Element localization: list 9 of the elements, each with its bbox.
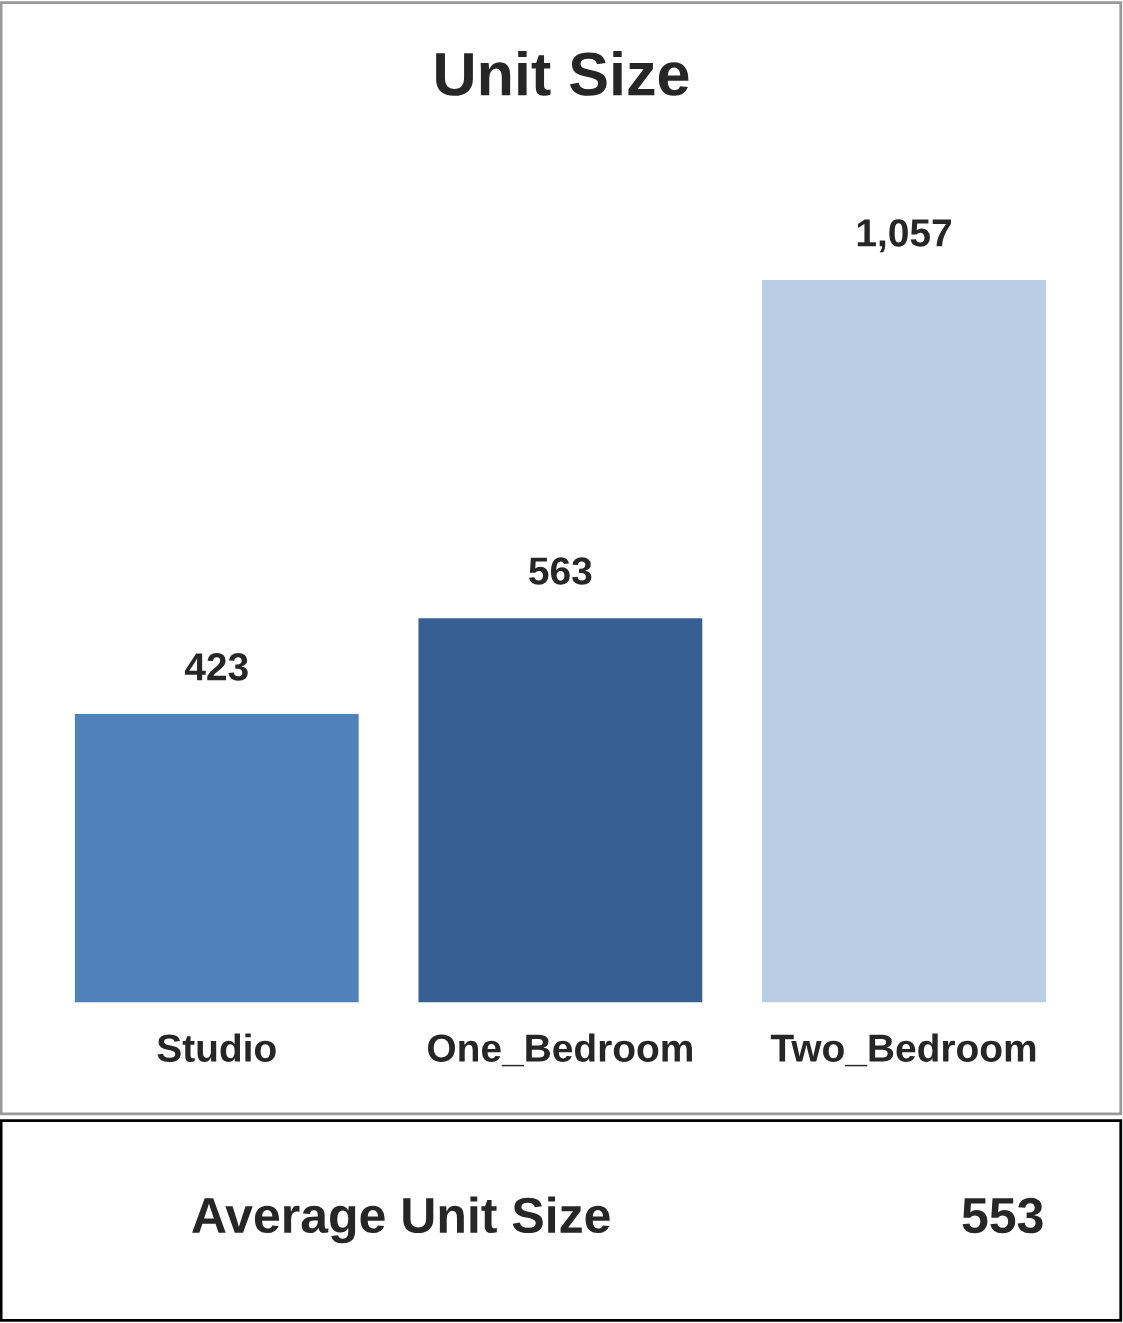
x-tick-label: Studio [157, 1033, 276, 1062]
data-label: 563 [529, 557, 592, 585]
x-tick-label: One_Bedroom [428, 1033, 692, 1067]
data-label: 1,057 [857, 219, 951, 253]
x-tick-label: Two_Bedroom [770, 1033, 1036, 1067]
chart-title: Unit Size [436, 50, 689, 96]
text: Average Unit Size [192, 1196, 610, 1244]
text: 553 [962, 1197, 1043, 1234]
data-label: 423 [184, 653, 248, 681]
